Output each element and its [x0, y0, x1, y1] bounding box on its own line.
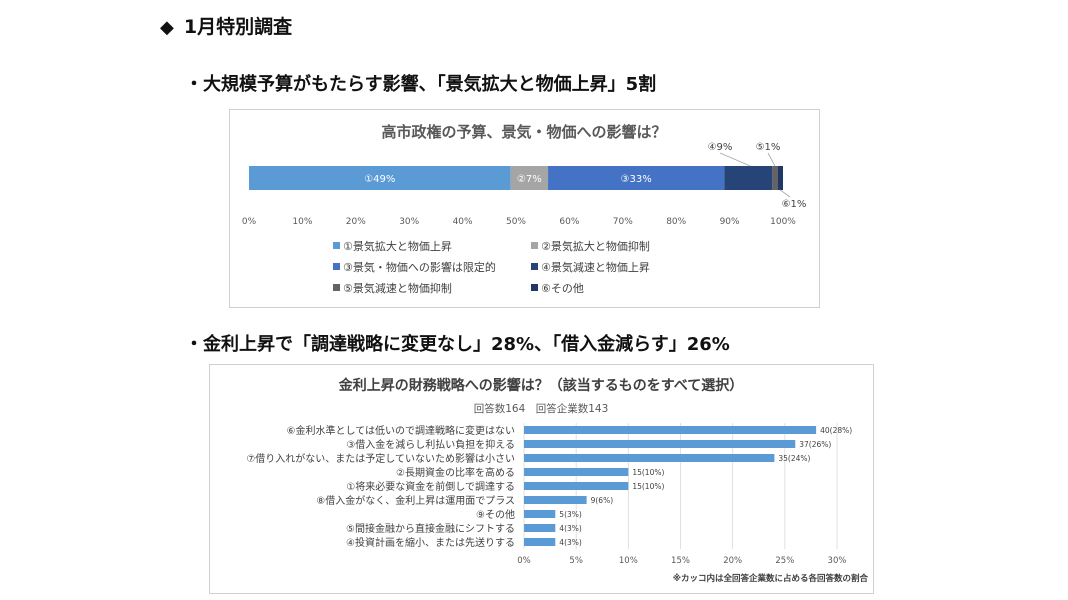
chart2-category-label: ④投資計画を縮小、または先送りする — [346, 536, 515, 549]
chart1-data-label-6: ⑥1% — [782, 199, 807, 210]
chart2-data-label: 9(6%) — [591, 496, 614, 505]
chart2-category-label: ⑨その他 — [476, 508, 515, 521]
chart2-data-label: 4(3%) — [559, 524, 582, 533]
chart2-data-label: 15(10%) — [632, 482, 664, 491]
chart1-legend-swatch-5 — [333, 284, 340, 291]
chart1-legend-label-4: ④景気減速と物価上昇 — [541, 260, 650, 274]
chart-budget-impact-svg: 高市政権の予算、景気・物価への影響は？ ①49% ②7% ③33% ④9% ⑤1% ⑥1% 0… — [242, 123, 807, 295]
chart2-bar — [524, 426, 817, 434]
chart2-data-label: 40(28%) — [820, 426, 852, 435]
chart1-x-tick-label: 90% — [720, 217, 740, 227]
chart1-legend-swatch-2 — [531, 242, 538, 249]
chart1-x-tick-label: 0% — [242, 217, 257, 227]
chart1-legend-swatch-6 — [531, 284, 538, 291]
chart2-bar — [524, 538, 556, 546]
chart2-data-label: 35(24%) — [778, 454, 810, 463]
chart1-data-label-2: ②7% — [517, 174, 542, 185]
chart2-category-label: ⑤間接金融から直接金融にシフトする — [346, 522, 515, 535]
chart2-x-tick-label: 25% — [775, 556, 794, 566]
chart1-legend-label-2: ②景気拡大と物価抑制 — [541, 239, 650, 253]
chart-interest-impact-svg: 金利上昇の財務戦略への影響は？（該当するものをすべて選択） 回答数164 回答企業… — [246, 377, 869, 584]
section-heading-interest: ・金利上昇で「調達戦略に変更なし」28%、「借入金減らす」26% — [185, 334, 730, 355]
chart2-category-label: ①将来必要な資金を前倒しで調達する — [346, 480, 515, 493]
chart1-leader-line-5 — [767, 152, 776, 167]
chart2-category-label: ③借入金を減らし利払い負担を抑える — [346, 438, 515, 451]
chart2-data-label: 15(10%) — [632, 468, 664, 477]
chart2-data-label: 5(3%) — [559, 510, 582, 519]
chart-budget-impact: 高市政権の予算、景気・物価への影響は？ ①49% ②7% ③33% ④9% ⑤1% ⑥1% 0… — [229, 109, 820, 308]
chart2-category-label: ②長期資金の比率を高める — [396, 466, 515, 479]
chart2-bar — [524, 454, 775, 462]
diamond-bullet-icon: ◆ — [160, 17, 174, 38]
chart1-x-tick-label: 70% — [613, 217, 633, 227]
chart1-x-tick-label: 100% — [770, 217, 796, 227]
chart1-segment-6 — [777, 166, 783, 190]
chart1-title: 高市政権の予算、景気・物価への影響は？ — [381, 123, 666, 141]
chart2-title: 金利上昇の財務戦略への影響は？（該当するものをすべて選択） — [338, 377, 743, 394]
chart1-x-tick-label: 20% — [346, 217, 366, 227]
chart2-category-label: ⑧借入金がなく、金利上昇は運用面でプラス — [316, 494, 515, 507]
chart1-x-tick-label: 10% — [292, 217, 312, 227]
chart1-segment-2 — [510, 166, 549, 190]
chart1-segment-4 — [724, 166, 773, 190]
chart2-bar — [524, 482, 629, 490]
chart1-segment-3 — [548, 166, 725, 190]
chart1-leader-line-6 — [780, 189, 791, 198]
slide-title: ◆ 1月特別調査 — [160, 12, 292, 39]
chart2-bar — [524, 510, 556, 518]
chart2-bar — [524, 496, 587, 504]
chart2-bar — [524, 468, 629, 476]
chart1-legend-label-5: ⑤景気減速と物価抑制 — [343, 281, 452, 295]
chart1-x-tick-label: 50% — [506, 217, 526, 227]
chart1-segment-5 — [772, 166, 778, 190]
chart1-x-tick-label: 30% — [399, 217, 419, 227]
chart1-segment-1 — [249, 166, 511, 190]
chart2-category-label: ⑥金利水準としては低いので調達戦略に変更はない — [287, 424, 515, 437]
chart2-footnote: ※カッコ内は全回答企業数に占める各回答数の割合 — [673, 573, 869, 584]
chart1-legend-swatch-3 — [333, 263, 340, 270]
chart1-x-tick-label: 60% — [559, 217, 579, 227]
chart1-leader-line-4 — [719, 152, 751, 167]
slide-title-text: 1月特別調査 — [183, 16, 293, 38]
chart-interest-impact: 金利上昇の財務戦略への影響は？（該当するものをすべて選択） 回答数164 回答企業… — [209, 364, 874, 594]
chart2-subtitle: 回答数164 回答企業数143 — [474, 402, 609, 415]
chart2-x-tick-label: 20% — [723, 556, 742, 566]
chart2-x-tick-label: 0% — [517, 556, 531, 566]
chart2-x-tick-label: 15% — [671, 556, 690, 566]
chart2-bar — [524, 440, 796, 448]
chart1-legend-label-6: ⑥その他 — [541, 282, 584, 295]
chart2-data-label: 37(26%) — [799, 440, 831, 449]
chart2-bar — [524, 524, 556, 532]
section-heading-budget: ・大規模予算がもたらす影響、「景気拡大と物価上昇」5割 — [185, 74, 657, 95]
chart1-legend-swatch-4 — [531, 263, 538, 270]
chart2-x-tick-label: 5% — [569, 556, 583, 566]
chart2-x-tick-label: 30% — [828, 556, 847, 566]
chart1-legend-label-3: ③景気・物価への影響は限定的 — [343, 260, 496, 274]
chart1-x-tick-label: 80% — [666, 217, 686, 227]
chart1-data-label-3: ③33% — [621, 174, 652, 185]
chart1-data-label-5: ⑤1% — [756, 142, 781, 153]
chart2-category-label: ⑦借り入れがない、または予定していないため影響は小さい — [246, 452, 515, 465]
chart1-legend-swatch-1 — [333, 242, 340, 249]
chart1-data-label-4: ④9% — [708, 142, 733, 153]
chart2-data-label: 4(3%) — [559, 538, 582, 547]
chart2-x-tick-label: 10% — [619, 556, 638, 566]
chart1-data-label-1: ①49% — [364, 174, 395, 185]
chart1-x-tick-label: 40% — [453, 217, 473, 227]
chart1-legend-label-1: ①景気拡大と物価上昇 — [343, 239, 452, 253]
